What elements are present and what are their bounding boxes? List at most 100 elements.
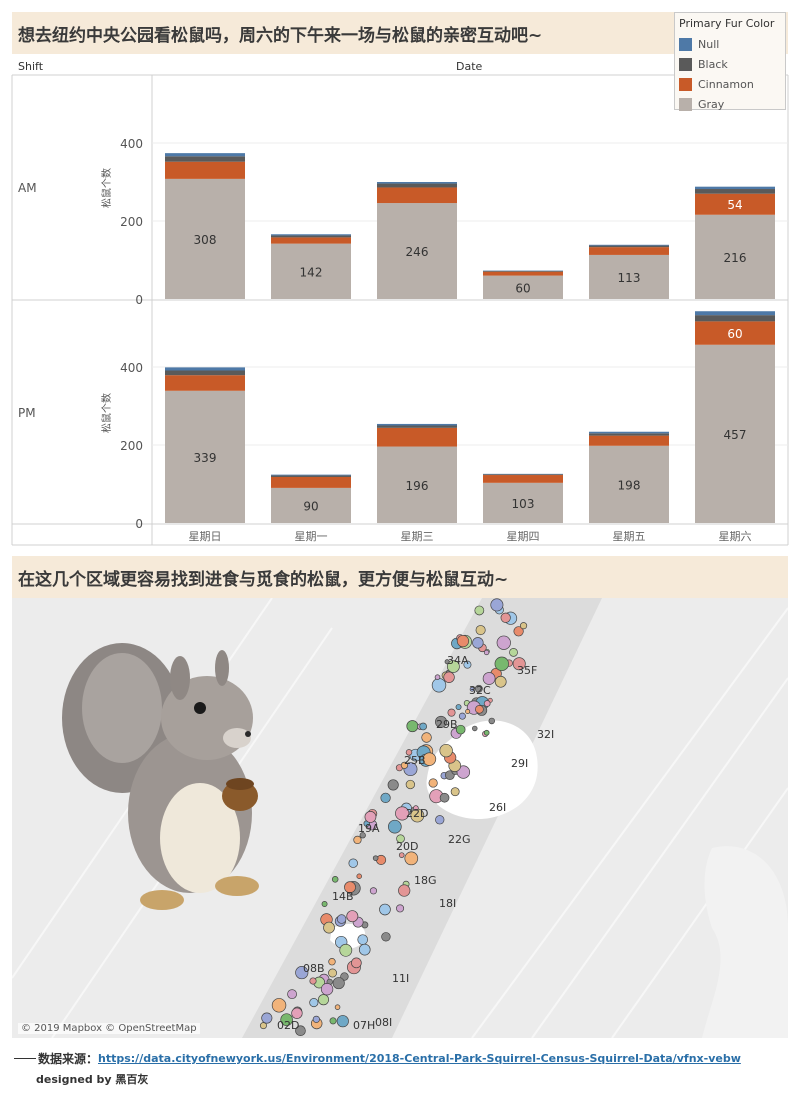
squirrel-dot bbox=[291, 1007, 303, 1019]
squirrel-dot bbox=[483, 700, 491, 707]
bar-null bbox=[377, 423, 457, 426]
bar-gray bbox=[695, 344, 775, 523]
squirrel-dot bbox=[398, 852, 405, 858]
bar-black bbox=[165, 370, 245, 376]
bar-black bbox=[695, 315, 775, 322]
squirrel-dot bbox=[512, 657, 526, 671]
bar-gray bbox=[165, 178, 245, 299]
legend-item-null[interactable]: Null bbox=[679, 34, 781, 54]
x-tick-label: 星期三 bbox=[401, 530, 434, 543]
hectare-label: 18I bbox=[439, 897, 456, 910]
data-label: 246 bbox=[406, 245, 429, 259]
squirrel-dot bbox=[421, 732, 432, 743]
bar-null bbox=[695, 311, 775, 316]
squirrel-dot bbox=[472, 725, 478, 732]
bar-gray bbox=[589, 445, 669, 523]
bar-black bbox=[589, 433, 669, 436]
squirrel-dot bbox=[400, 761, 409, 769]
hectare-label: 29B bbox=[436, 718, 458, 731]
legend-swatch-gray bbox=[679, 97, 692, 111]
squirrel-dot bbox=[435, 815, 445, 825]
squirrel-dot bbox=[380, 792, 391, 803]
squirrel-dot bbox=[395, 806, 410, 821]
hectare-label: 22D bbox=[406, 807, 428, 820]
squirrel-dot bbox=[483, 649, 490, 656]
central-park-map[interactable]: 34A 35F 32C 29B 32I 25B 29I 22D 26I 19A 20D 22G 18G 1… bbox=[12, 598, 788, 1038]
squirrel-dot bbox=[431, 678, 447, 693]
bar-null bbox=[589, 244, 669, 246]
data-label: 216 bbox=[724, 251, 747, 265]
bar-gray bbox=[483, 275, 563, 299]
squirrel-dot bbox=[463, 660, 472, 669]
legend-swatch-black bbox=[679, 57, 692, 71]
bar-null bbox=[271, 234, 351, 236]
bar-null bbox=[589, 431, 669, 434]
bar-null bbox=[695, 186, 775, 190]
squirrel-dot bbox=[356, 873, 362, 879]
squirrel-dot bbox=[439, 743, 453, 758]
hectare-label: 32I bbox=[537, 728, 554, 741]
squirrel-dot bbox=[458, 712, 466, 720]
y-axis-label: 松鼠个数 bbox=[100, 393, 113, 433]
bar-cinnamon bbox=[271, 237, 351, 244]
squirrel-dot bbox=[428, 778, 438, 788]
squirrel-dot bbox=[381, 932, 391, 942]
squirrel-dot bbox=[344, 881, 356, 894]
bar-gray bbox=[483, 482, 563, 523]
squirrel-dot bbox=[405, 779, 416, 790]
squirrel-dot bbox=[353, 835, 362, 845]
squirrel-dot bbox=[513, 626, 524, 637]
squirrel-dot bbox=[494, 656, 509, 672]
bar-cinnamon bbox=[165, 375, 245, 391]
stacked-bar-chart: 0 200 400 AM 松鼠个数 308 142 246 60 113 216 54 0 200 400 P… bbox=[11, 74, 789, 546]
bar-gray bbox=[165, 390, 245, 523]
squirrel-dot bbox=[372, 855, 379, 861]
squirrel-dot bbox=[456, 765, 471, 779]
bar-black bbox=[695, 189, 775, 194]
bar-black bbox=[165, 156, 245, 162]
squirrel-dot bbox=[494, 675, 507, 688]
x-tick-label: 星期四 bbox=[507, 530, 540, 543]
squirrel-dot bbox=[413, 805, 419, 811]
squirrel-dot bbox=[450, 787, 460, 797]
legend-item-gray[interactable]: Gray bbox=[679, 94, 781, 114]
squirrel-dot bbox=[469, 686, 475, 692]
squirrel-dot bbox=[332, 977, 345, 990]
bar-cinnamon bbox=[165, 161, 245, 179]
data-label: 196 bbox=[406, 479, 429, 493]
squirrel-dot bbox=[509, 647, 518, 657]
y-tick-label: 200 bbox=[120, 439, 143, 453]
bar-cinnamon bbox=[271, 476, 351, 488]
bar-black bbox=[377, 183, 457, 188]
squirrel-dots bbox=[259, 598, 528, 1037]
hectare-label: 34A bbox=[447, 654, 469, 667]
bar-cinnamon bbox=[695, 193, 775, 215]
squirrel-dot bbox=[348, 858, 358, 868]
squirrel-dot bbox=[351, 957, 362, 969]
hectare-label: 35F bbox=[517, 664, 537, 677]
data-label: 457 bbox=[724, 428, 747, 442]
legend-item-cinnamon[interactable]: Cinnamon bbox=[679, 74, 781, 94]
squirrel-dot bbox=[321, 901, 328, 907]
hectare-label: 19A bbox=[358, 822, 380, 835]
squirrel-dot bbox=[312, 1015, 320, 1023]
squirrel-dot bbox=[287, 989, 297, 1000]
squirrel-dot bbox=[336, 914, 347, 924]
bar-black bbox=[589, 245, 669, 248]
source-link[interactable]: https://data.cityofnewyork.us/Environmen… bbox=[98, 1052, 741, 1065]
hectare-label: 08B bbox=[303, 962, 325, 975]
data-label: 103 bbox=[512, 497, 535, 511]
legend-item-black[interactable]: Black bbox=[679, 54, 781, 74]
bar-cinnamon bbox=[589, 435, 669, 446]
squirrel-dot bbox=[488, 717, 495, 725]
hectare-label: 08I bbox=[375, 1016, 392, 1029]
squirrel-dot bbox=[358, 943, 371, 956]
squirrel-dot bbox=[472, 637, 484, 649]
squirrel-dot bbox=[336, 1015, 349, 1028]
island-shape bbox=[702, 846, 788, 1038]
y-tick-label: 400 bbox=[120, 137, 143, 151]
bar-null bbox=[271, 474, 351, 476]
hectare-label: 25B bbox=[404, 754, 426, 767]
